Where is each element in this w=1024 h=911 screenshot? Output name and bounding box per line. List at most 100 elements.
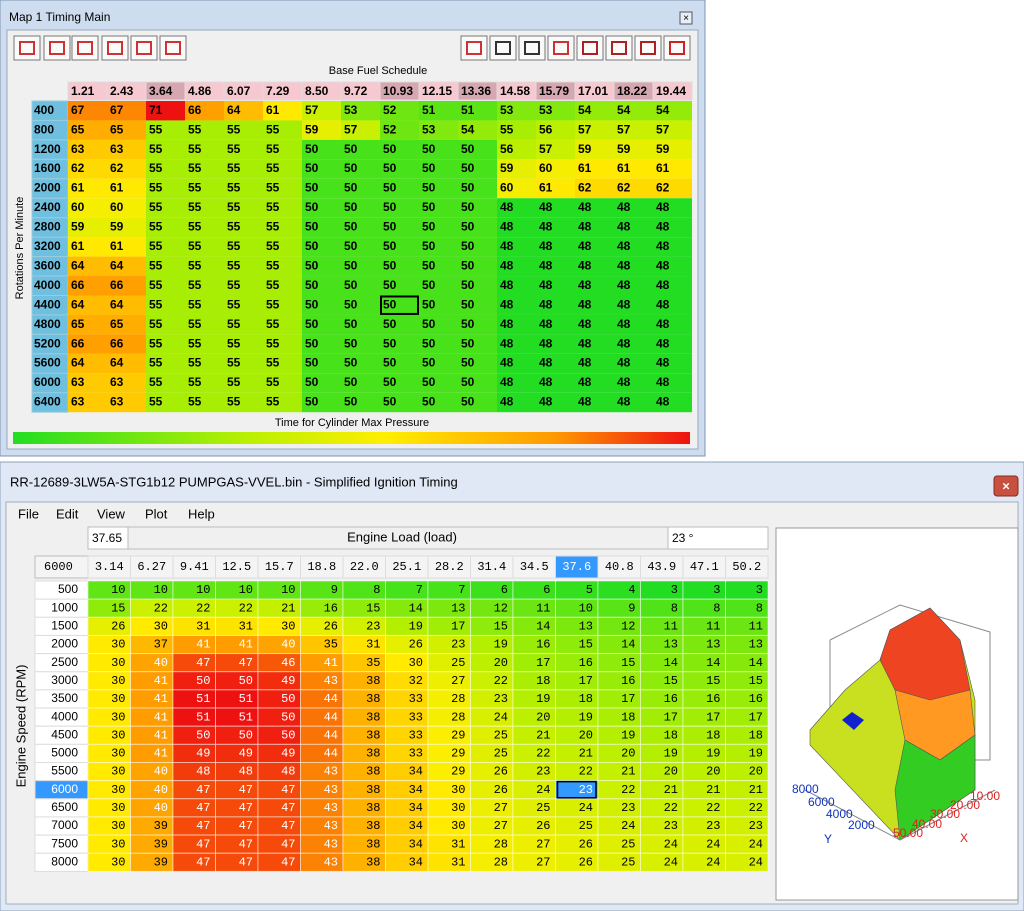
cell-value: 50 — [461, 200, 475, 214]
tool-button[interactable] — [43, 35, 71, 61]
load-field — [87, 526, 129, 550]
cell-value: 15 — [366, 601, 380, 615]
cell-value: 50 — [305, 336, 319, 350]
cell — [497, 295, 536, 315]
cell-value: 3 — [671, 583, 678, 597]
tool-button[interactable] — [101, 35, 129, 61]
cell-value: 55 — [227, 278, 241, 292]
cell-value: 63 — [110, 375, 124, 389]
cell-value: 50 — [196, 728, 210, 742]
menu-item[interactable]: Edit — [56, 506, 79, 521]
menu-item[interactable]: Help — [188, 506, 215, 521]
cell-value: 43 — [324, 765, 338, 779]
cell-value: 7 — [416, 583, 423, 597]
cell-value: 50 — [305, 181, 319, 195]
tool-icon — [165, 41, 181, 55]
cell — [224, 120, 263, 140]
cell-value: 15 — [579, 638, 593, 652]
cell — [614, 139, 653, 160]
cell — [68, 314, 107, 335]
cell — [263, 178, 302, 199]
cell — [536, 178, 575, 199]
cell-value: 48 — [281, 765, 295, 779]
cell-value: 30 — [154, 620, 168, 634]
tool-button[interactable] — [489, 35, 517, 61]
cell-value: 48 — [656, 258, 670, 272]
cell-value: 50 — [281, 728, 295, 742]
cell-value: 17 — [621, 692, 635, 706]
tool-button[interactable] — [576, 35, 604, 61]
menu-item[interactable]: Plot — [145, 506, 168, 521]
cell — [536, 139, 575, 160]
cell-value: 48 — [656, 297, 670, 311]
close-button[interactable] — [679, 11, 693, 25]
tool-button[interactable] — [518, 35, 546, 61]
cell — [380, 159, 419, 179]
cell-value: 38 — [366, 747, 380, 761]
tool-button[interactable] — [547, 35, 575, 61]
cell-value: 24 — [749, 837, 763, 851]
cell — [380, 178, 419, 199]
cell-value: 55 — [227, 375, 241, 389]
cell — [146, 256, 185, 277]
cell — [380, 256, 419, 277]
cell — [68, 139, 107, 160]
cell-value: 31 — [366, 638, 380, 652]
cell — [341, 198, 380, 218]
tool-button[interactable] — [634, 35, 662, 61]
cell — [614, 392, 653, 413]
cell-value: 50 — [383, 317, 397, 331]
cell-value: 50 — [281, 692, 295, 706]
cell-value: 49 — [196, 747, 210, 761]
cell-value: 20 — [621, 747, 635, 761]
cell-value: 50 — [461, 181, 475, 195]
cell-value: 43 — [324, 783, 338, 797]
tool-button[interactable] — [13, 35, 41, 61]
cell — [341, 159, 380, 179]
tool-button[interactable] — [71, 35, 99, 61]
cell-value: 57 — [578, 122, 592, 136]
cell-value: 14 — [749, 656, 763, 670]
cell — [68, 295, 107, 315]
cell-value: 35 — [366, 656, 380, 670]
cell — [341, 295, 380, 315]
row-label: 1200 — [34, 142, 61, 156]
tool-button[interactable] — [159, 35, 187, 61]
cell — [146, 237, 185, 257]
cell — [341, 139, 380, 160]
tool-button[interactable] — [130, 35, 158, 61]
cell — [263, 256, 302, 277]
cell — [302, 295, 341, 315]
cell-value: 50 — [305, 220, 319, 234]
tool-button[interactable] — [460, 35, 488, 61]
cell — [497, 101, 536, 121]
row-label: 3200 — [34, 239, 61, 253]
cell-value: 50 — [196, 674, 210, 688]
tool-button[interactable] — [663, 35, 691, 61]
tool-button[interactable] — [605, 35, 633, 61]
cell-value: 50 — [383, 336, 397, 350]
cell-value: 47 — [239, 855, 253, 869]
cell — [458, 159, 497, 179]
cell-value: 48 — [500, 395, 514, 409]
cell — [614, 120, 653, 140]
close-button[interactable] — [993, 475, 1019, 497]
cell-value: 24 — [664, 855, 678, 869]
cell-value: 10 — [196, 583, 210, 597]
cell-value: 48 — [500, 375, 514, 389]
cell-value: 38 — [366, 728, 380, 742]
cell-value: 50 — [422, 356, 436, 370]
cell-value: 13 — [579, 620, 593, 634]
cell — [107, 373, 146, 393]
cell-value: 25 — [579, 819, 593, 833]
cell-value: 34 — [409, 837, 423, 851]
menu-item[interactable]: File — [18, 506, 39, 521]
cell-value: 31 — [239, 620, 253, 634]
cell-value: 16 — [621, 674, 635, 688]
cell-value: 50 — [344, 297, 358, 311]
tool-icon — [669, 41, 685, 55]
cell-value: 18 — [579, 692, 593, 706]
cell — [653, 198, 692, 218]
toolbar — [13, 35, 691, 61]
menu-item[interactable]: View — [97, 506, 126, 521]
